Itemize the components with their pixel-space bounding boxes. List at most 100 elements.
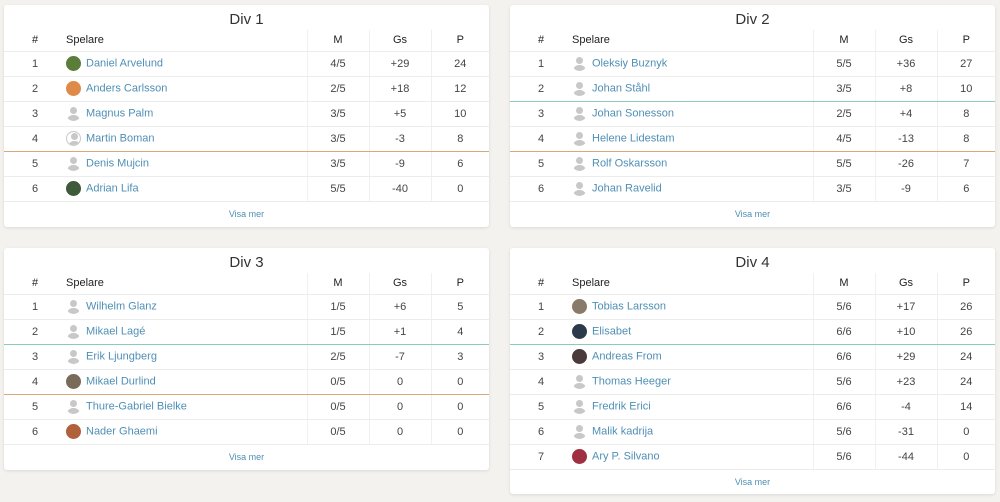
player-cell: Denis Mujcin	[66, 151, 307, 177]
avatar[interactable]	[66, 81, 81, 96]
avatar[interactable]	[572, 324, 587, 339]
avatar[interactable]	[572, 424, 587, 439]
avatar[interactable]	[66, 324, 81, 339]
matches-cell: 0/5	[306, 394, 369, 420]
column-header-position[interactable]: #	[4, 273, 66, 295]
player-link[interactable]: Mikael Lagé	[86, 325, 146, 338]
matches-cell: 1/5	[306, 294, 369, 320]
player-link[interactable]: Helene Lidestam	[592, 132, 675, 145]
player-link[interactable]: Johan Sonesson	[592, 107, 674, 120]
division-card: Div 3 # Spelare M Gs P 1 Wilhelm Glanz 1/5 +6 5 2 Mi…	[4, 248, 489, 470]
show-more-link[interactable]: Visa mer	[228, 451, 265, 462]
avatar[interactable]	[66, 299, 81, 314]
matches-cell: 5/6	[812, 419, 875, 445]
table-row: 1 Daniel Arvelund 4/5 +29 24	[4, 51, 489, 77]
player-link[interactable]: Erik Ljungberg	[86, 350, 157, 363]
avatar[interactable]	[66, 56, 81, 71]
avatar[interactable]	[66, 349, 81, 364]
player-link[interactable]: Malik kadrija	[592, 425, 654, 438]
points-cell: 26	[936, 294, 995, 320]
player-link[interactable]: Elisabet	[592, 325, 632, 338]
player-link[interactable]: Oleksiy Buznyk	[592, 57, 668, 70]
player-link[interactable]: Fredrik Erici	[592, 400, 651, 413]
avatar[interactable]	[572, 106, 587, 121]
column-header-points[interactable]: P	[430, 273, 489, 295]
avatar[interactable]	[66, 106, 81, 121]
player-cell: Erik Ljungberg	[66, 344, 307, 370]
column-header-matches[interactable]: M	[306, 273, 369, 295]
avatar[interactable]	[572, 349, 587, 364]
points-cell: 24	[936, 369, 995, 395]
column-header-position[interactable]: #	[510, 273, 572, 295]
table-row: 2 Johan Ståhl 3/5 +8 10	[510, 76, 995, 102]
player-link[interactable]: Adrian Lifa	[86, 182, 139, 195]
player-cell: Malik kadrija	[572, 419, 813, 445]
column-header-matches[interactable]: M	[812, 30, 875, 52]
avatar[interactable]	[66, 156, 81, 171]
show-more-link[interactable]: Visa mer	[734, 208, 771, 219]
avatar[interactable]	[572, 81, 587, 96]
avatar[interactable]	[572, 156, 587, 171]
matches-cell: 2/5	[306, 344, 369, 370]
show-more-link[interactable]: Visa mer	[228, 208, 265, 219]
column-header-points[interactable]: P	[430, 30, 489, 52]
goal-diff-cell: 0	[368, 369, 431, 395]
player-link[interactable]: Daniel Arvelund	[86, 57, 164, 70]
points-cell: 8	[430, 126, 489, 152]
rank-cell: 4	[510, 369, 572, 395]
avatar[interactable]	[66, 424, 81, 439]
column-header-goal-diff[interactable]: Gs	[874, 30, 937, 52]
avatar[interactable]	[66, 131, 81, 146]
player-link[interactable]: Johan Ravelid	[592, 182, 662, 195]
avatar[interactable]	[572, 374, 587, 389]
player-link[interactable]: Thure-Gabriel Bielke	[86, 400, 187, 413]
player-link[interactable]: Thomas Heeger	[592, 375, 671, 388]
column-header-goal-diff[interactable]: Gs	[874, 273, 937, 295]
player-link[interactable]: Andreas From	[592, 350, 662, 363]
column-header-goal-diff[interactable]: Gs	[368, 273, 431, 295]
column-header-player[interactable]: Spelare	[572, 30, 813, 52]
column-header-matches[interactable]: M	[306, 30, 369, 52]
player-link[interactable]: Tobias Larsson	[592, 300, 666, 313]
column-header-player[interactable]: Spelare	[572, 273, 813, 295]
column-header-position[interactable]: #	[4, 30, 66, 52]
points-cell: 0	[936, 419, 995, 445]
avatar[interactable]	[572, 181, 587, 196]
player-link[interactable]: Rolf Oskarsson	[592, 157, 668, 170]
column-header-points[interactable]: P	[936, 273, 995, 295]
rank-cell: 6	[4, 419, 66, 445]
column-header-points[interactable]: P	[936, 30, 995, 52]
goal-diff-cell: -44	[874, 444, 937, 470]
goal-diff-cell: +1	[368, 319, 431, 345]
avatar[interactable]	[66, 181, 81, 196]
column-header-position[interactable]: #	[510, 30, 572, 52]
avatar[interactable]	[572, 299, 587, 314]
table-row: 6 Malik kadrija 5/6 -31 0	[510, 419, 995, 445]
player-link[interactable]: Martin Boman	[86, 132, 155, 145]
avatar[interactable]	[572, 449, 587, 464]
column-header-matches[interactable]: M	[812, 273, 875, 295]
column-header-player[interactable]: Spelare	[66, 30, 307, 52]
player-link[interactable]: Mikael Durlind	[86, 375, 156, 388]
avatar[interactable]	[572, 56, 587, 71]
avatar[interactable]	[66, 399, 81, 414]
goal-diff-cell: +29	[874, 344, 937, 370]
column-header-player[interactable]: Spelare	[66, 273, 307, 295]
show-more-link[interactable]: Visa mer	[734, 476, 771, 487]
avatar[interactable]	[66, 374, 81, 389]
matches-cell: 0/5	[306, 369, 369, 395]
player-link[interactable]: Wilhelm Glanz	[86, 300, 157, 313]
player-link[interactable]: Magnus Palm	[86, 107, 154, 120]
player-cell: Thure-Gabriel Bielke	[66, 394, 307, 420]
avatar[interactable]	[572, 399, 587, 414]
player-link[interactable]: Nader Ghaemi	[86, 425, 158, 438]
player-cell: Rolf Oskarsson	[572, 151, 813, 177]
division-card: Div 2 # Spelare M Gs P 1 Oleksiy Buznyk 5/5 +36 27…	[510, 5, 995, 227]
player-link[interactable]: Anders Carlsson	[86, 82, 168, 95]
avatar[interactable]	[572, 131, 587, 146]
player-link[interactable]: Johan Ståhl	[592, 82, 651, 95]
column-header-goal-diff[interactable]: Gs	[368, 30, 431, 52]
table-row: 3 Andreas From 6/6 +29 24	[510, 344, 995, 370]
player-link[interactable]: Denis Mujcin	[86, 157, 149, 170]
player-link[interactable]: Ary P. Silvano	[592, 450, 660, 463]
